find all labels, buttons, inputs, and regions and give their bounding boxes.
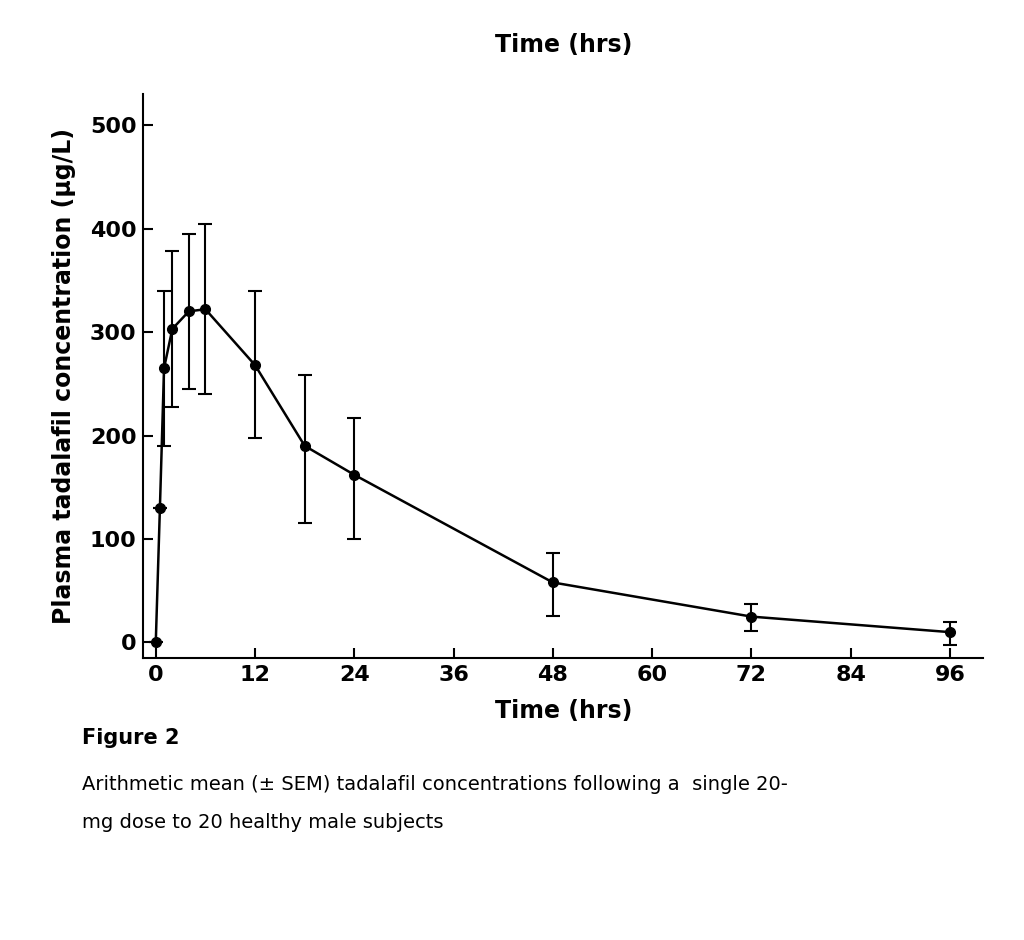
Text: mg dose to 20 healthy male subjects: mg dose to 20 healthy male subjects (82, 813, 443, 832)
Y-axis label: Plasma tadalafil concentration (μg/L): Plasma tadalafil concentration (μg/L) (52, 128, 76, 624)
Text: Time (hrs): Time (hrs) (495, 33, 632, 57)
Text: Figure 2: Figure 2 (82, 728, 179, 748)
Text: Arithmetic mean (± SEM) tadalafil concentrations following a  single 20-: Arithmetic mean (± SEM) tadalafil concen… (82, 776, 787, 794)
X-axis label: Time (hrs): Time (hrs) (495, 698, 632, 723)
